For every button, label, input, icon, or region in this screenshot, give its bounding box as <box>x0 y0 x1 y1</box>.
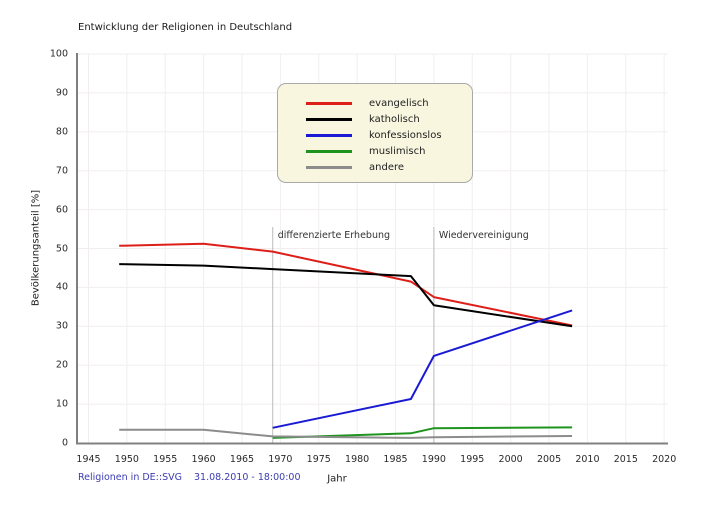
x-tick-label: 2020 <box>652 454 677 465</box>
source-name: Religionen in DE::SVG <box>78 472 182 483</box>
legend-item: muslimisch <box>306 143 472 159</box>
series-line-konfessionslos <box>272 309 573 429</box>
y-tick-label: 20 <box>55 359 68 371</box>
series-line-andere <box>119 428 573 439</box>
x-tick-label: 2015 <box>613 454 638 465</box>
series-line-katholisch <box>119 263 573 328</box>
legend-item: konfessionslos <box>306 127 472 143</box>
legend-label: muslimisch <box>369 145 426 157</box>
y-tick-label: 10 <box>55 398 68 410</box>
legend-line-sample-icon <box>306 133 352 137</box>
series-line-muslimisch <box>272 426 573 439</box>
legend-line-sample-icon <box>306 149 352 153</box>
x-tick-label: 1945 <box>76 454 101 465</box>
x-tick-label: 2005 <box>536 454 562 465</box>
y-tick-label: 80 <box>55 126 68 138</box>
legend-label: konfessionslos <box>369 129 442 141</box>
series-line-evangelisch <box>119 242 573 327</box>
y-tick-label: 90 <box>55 87 68 99</box>
x-tick-label: 1990 <box>421 454 446 465</box>
x-tick-label: 1950 <box>114 454 139 465</box>
y-tick-label: 60 <box>55 204 68 216</box>
legend-line-sample-icon <box>306 165 352 169</box>
legend-label: andere <box>369 161 405 173</box>
y-tick-label: 50 <box>55 243 68 254</box>
source-timestamp: 31.08.2010 - 18:00:00 <box>193 472 301 483</box>
legend-item: evangelisch <box>306 95 472 111</box>
x-tick-label: 1965 <box>229 454 255 465</box>
legend-line-sample-icon <box>306 101 352 105</box>
x-tick-label: 1970 <box>268 454 293 465</box>
chart-title: Entwicklung der Religionen in Deutschlan… <box>78 22 293 33</box>
x-tick-label: 1975 <box>306 454 331 465</box>
y-tick-label: 70 <box>55 165 68 177</box>
y-tick-label: 100 <box>49 48 68 60</box>
legend-label: katholisch <box>369 113 420 125</box>
annotation-label: Wiedervereinigung <box>438 230 529 241</box>
x-tick-label: 1960 <box>191 454 216 465</box>
legend: evangelisch katholisch konfessionslos musli… <box>277 83 473 183</box>
legend-label: evangelisch <box>369 97 429 109</box>
annotation-label: differenzierte Erhebung <box>277 230 391 241</box>
source-footer: Religionen in DE::SVG 31.08.2010 - 18:00:… <box>78 472 301 483</box>
legend-line-sample-icon <box>306 117 352 121</box>
x-tick-label: 2010 <box>575 454 600 465</box>
x-tick-label: 1955 <box>153 454 178 465</box>
x-tick-label: 1980 <box>345 454 370 465</box>
y-tick-label: 40 <box>55 281 68 293</box>
legend-item: katholisch <box>306 111 472 127</box>
x-tick-label: 2000 <box>498 454 523 465</box>
x-axis-title: Jahr <box>327 473 347 485</box>
y-tick-label: 0 <box>61 437 68 449</box>
x-tick-label: 1995 <box>460 454 485 465</box>
legend-item: andere <box>306 159 472 175</box>
x-tick-label: 1985 <box>383 454 408 465</box>
y-tick-label: 30 <box>55 320 68 332</box>
